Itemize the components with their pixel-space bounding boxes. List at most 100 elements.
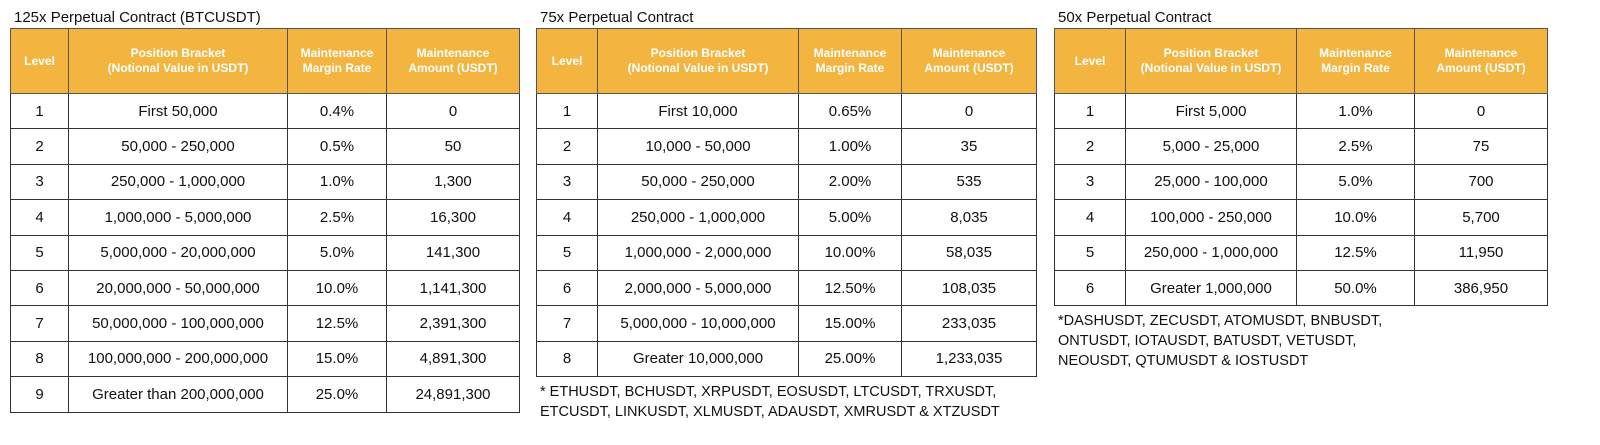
level-cell: 6: [536, 269, 598, 307]
position-bracket-cell: 50,000,000 - 100,000,000: [68, 305, 288, 342]
maintenance-margin-rate-cell: 2.00%: [798, 163, 902, 201]
level-cell: 3: [1054, 163, 1126, 201]
table-row: 4 250,000 - 1,000,000 5.00% 8,035: [536, 199, 1037, 236]
table-row: 9 Greater than 200,000,000 25.0% 24,891,300: [10, 376, 520, 413]
position-bracket-cell: 100,000 - 250,000: [1125, 199, 1297, 236]
table-row: 6 20,000,000 - 50,000,000 10.0% 1,141,300: [10, 269, 520, 307]
maintenance-margin-rate-cell: 12.5%: [287, 305, 387, 342]
maintenance-margin-rate-cell: 10.0%: [1296, 199, 1415, 236]
maintenance-margin-rate-cell: 50.0%: [1296, 269, 1415, 307]
table-row: 1 First 10,000 0.65% 0: [536, 92, 1037, 130]
maintenance-amount-cell: 50: [386, 128, 520, 165]
level-cell: 5: [10, 234, 69, 271]
maintenance-margin-rate-cell: 1.00%: [798, 128, 902, 165]
position-bracket-cell: 5,000 - 25,000: [1125, 128, 1297, 165]
level-cell: 5: [536, 234, 598, 271]
position-bracket-cell: 50,000 - 250,000: [68, 128, 288, 165]
maintenance-margin-rate-cell: 0.65%: [798, 92, 902, 130]
maintenance-amount-cell: 8,035: [901, 199, 1037, 236]
level-cell: 9: [10, 376, 69, 413]
level-cell: 4: [536, 199, 598, 236]
position-bracket-cell: First 5,000: [1125, 92, 1297, 130]
maintenance-amount-cell: 1,233,035: [901, 340, 1037, 378]
position-bracket-header: Position Bracket (Notional Value in USDT…: [597, 28, 799, 94]
level-cell: 5: [1054, 234, 1126, 271]
maintenance-margin-rate-cell: 25.0%: [287, 376, 387, 413]
maintenance-margin-rate-cell: 5.0%: [1296, 163, 1415, 201]
maintenance-margin-rate-cell: 12.50%: [798, 269, 902, 307]
level-cell: 4: [1054, 199, 1126, 236]
maintenance-amount-cell: 58,035: [901, 234, 1037, 271]
level-cell: 7: [10, 305, 69, 342]
bracket-table: Level Position Bracket (Notional Value in…: [1054, 28, 1548, 307]
table-row: 7 5,000,000 - 10,000,000 15.00% 233,035: [536, 305, 1037, 342]
maintenance-amount-header: Maintenance Amount (USDT): [901, 28, 1037, 94]
maintenance-amount-cell: 35: [901, 128, 1037, 165]
level-cell: 8: [10, 340, 69, 378]
table-title: 50x Perpetual Contract: [1058, 9, 1212, 26]
table-row: 8 100,000,000 - 200,000,000 15.0% 4,891,300: [10, 340, 520, 378]
position-bracket-header: Position Bracket (Notional Value in USDT…: [68, 28, 288, 94]
table-row: 6 2,000,000 - 5,000,000 12.50% 108,035: [536, 269, 1037, 307]
table-row: 5 1,000,000 - 2,000,000 10.00% 58,035: [536, 234, 1037, 271]
level-header: Level: [536, 28, 598, 94]
table-row: 4 100,000 - 250,000 10.0% 5,700: [1054, 199, 1548, 236]
level-header: Level: [10, 28, 69, 94]
position-bracket-cell: First 10,000: [597, 92, 799, 130]
maintenance-margin-rate-cell: 10.00%: [798, 234, 902, 271]
table-row: 5 5,000,000 - 20,000,000 5.0% 141,300: [10, 234, 520, 271]
maintenance-margin-rate-cell: 10.0%: [287, 269, 387, 307]
position-bracket-cell: 250,000 - 1,000,000: [1125, 234, 1297, 271]
level-header: Level: [1054, 28, 1126, 94]
footnote: *DASHUSDT, ZECUSDT, ATOMUSDT, BNBUSDT, O…: [1058, 313, 1383, 370]
maintenance-amount-cell: 5,700: [1414, 199, 1548, 236]
panel-125x: 125x Perpetual Contract (BTCUSDT) Level P…: [10, 9, 520, 418]
position-bracket-cell: Greater than 200,000,000: [68, 376, 288, 413]
level-cell: 1: [1054, 92, 1126, 130]
bracket-table: Level Position Bracket (Notional Value in…: [10, 28, 520, 413]
maintenance-margin-rate-cell: 0.4%: [287, 92, 387, 130]
position-bracket-cell: 250,000 - 1,000,000: [597, 199, 799, 236]
maintenance-amount-cell: 1,300: [386, 163, 520, 201]
level-cell: 8: [536, 340, 598, 378]
maintenance-margin-rate-cell: 15.00%: [798, 305, 902, 342]
panel-75x: 75x Perpetual Contract Level Position Bra…: [536, 9, 1037, 422]
position-bracket-cell: 5,000,000 - 10,000,000: [597, 305, 799, 342]
maintenance-amount-cell: 75: [1414, 128, 1548, 165]
table-row: 8 Greater 10,000,000 25.00% 1,233,035: [536, 340, 1037, 378]
position-bracket-cell: 100,000,000 - 200,000,000: [68, 340, 288, 378]
maintenance-margin-rate-cell: 25.00%: [798, 340, 902, 378]
maintenance-amount-cell: 700: [1414, 163, 1548, 201]
maintenance-amount-cell: 1,141,300: [386, 269, 520, 307]
position-bracket-cell: 25,000 - 100,000: [1125, 163, 1297, 201]
table-title: 125x Perpetual Contract (BTCUSDT): [14, 9, 261, 26]
footnote: * ETHUSDT, BCHUSDT, XRPUSDT, EOSUSDT, LT…: [540, 384, 1000, 421]
maintenance-amount-cell: 141,300: [386, 234, 520, 271]
maintenance-amount-header: Maintenance Amount (USDT): [386, 28, 520, 94]
table-row: 1 First 5,000 1.0% 0: [1054, 92, 1548, 130]
maintenance-amount-cell: 11,950: [1414, 234, 1548, 271]
position-bracket-cell: 1,000,000 - 5,000,000: [68, 199, 288, 236]
table-row: 2 5,000 - 25,000 2.5% 75: [1054, 128, 1548, 165]
maintenance-margin-rate-cell: 1.0%: [287, 163, 387, 201]
table-row: 5 250,000 - 1,000,000 12.5% 11,950: [1054, 234, 1548, 271]
level-cell: 4: [10, 199, 69, 236]
maintenance-margin-rate-cell: 2.5%: [287, 199, 387, 236]
level-cell: 3: [536, 163, 598, 201]
maintenance-amount-cell: 233,035: [901, 305, 1037, 342]
maintenance-margin-rate-cell: 1.0%: [1296, 92, 1415, 130]
bracket-table: Level Position Bracket (Notional Value in…: [536, 28, 1037, 378]
level-cell: 6: [10, 269, 69, 307]
table-row: 1 First 50,000 0.4% 0: [10, 92, 520, 130]
table-row: 3 250,000 - 1,000,000 1.0% 1,300: [10, 163, 520, 201]
position-bracket-cell: 50,000 - 250,000: [597, 163, 799, 201]
position-bracket-cell: 1,000,000 - 2,000,000: [597, 234, 799, 271]
table-row: 3 25,000 - 100,000 5.0% 700: [1054, 163, 1548, 201]
header-row: Level Position Bracket (Notional Value in…: [536, 28, 1037, 94]
maintenance-amount-cell: 0: [386, 92, 520, 130]
position-bracket-cell: Greater 1,000,000: [1125, 269, 1297, 307]
maintenance-amount-header: Maintenance Amount (USDT): [1414, 28, 1548, 94]
maintenance-margin-rate-header: Maintenance Margin Rate: [287, 28, 387, 94]
level-cell: 1: [10, 92, 69, 130]
maintenance-margin-rate-cell: 0.5%: [287, 128, 387, 165]
